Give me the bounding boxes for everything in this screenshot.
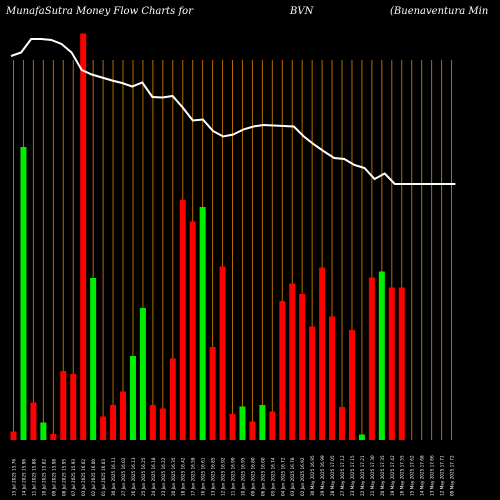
money-flow-bar: [309, 326, 316, 440]
grid-lines: [13, 60, 453, 440]
money-flow-bar: [90, 278, 97, 440]
x-axis-labels: 15 Jul 2025 15.76 14 Jul 2025 15.96 11 Jul…: [12, 455, 455, 496]
money-flow-bar: [149, 405, 156, 440]
money-flow-bar: [229, 414, 236, 440]
money-flow-bar: [139, 308, 146, 440]
x-tick-label: 12 Jun 2025 16.92: [221, 457, 226, 496]
x-tick-label: 14 Jul 2025 15.96: [21, 459, 26, 496]
x-tick-label: 03 Jul 2025 16.02: [81, 459, 86, 496]
x-tick-label: 15 May 2025 17.62: [410, 455, 415, 496]
x-tick-label: 02 Jul 2025 16.00: [91, 459, 96, 496]
money-flow-bar: [289, 283, 296, 440]
money-flow-bar: [40, 422, 47, 440]
money-flow-bar: [219, 266, 226, 440]
x-tick-label: 18 Jun 2025 16.42: [181, 457, 186, 496]
x-tick-label: 06 Jun 2025 16.60: [260, 457, 265, 496]
money-flow-bar: [368, 277, 375, 440]
money-flow-bar: [100, 416, 107, 440]
x-tick-label: 10 Jun 2025 16.95: [240, 457, 245, 496]
money-flow-bar: [110, 405, 117, 440]
x-tick-label: 17 Jun 2025 16.58: [191, 457, 196, 496]
x-tick-label: 11 Jul 2025 15.88: [31, 459, 36, 496]
x-tick-label: 05 Jun 2025 16.74: [270, 457, 275, 496]
x-tick-label: 09 Jun 2025 16.80: [250, 457, 255, 496]
money-flow-bar: [329, 316, 336, 440]
money-flow-bar: [20, 147, 27, 440]
x-tick-label: 24 Jun 2025 16.18: [151, 457, 156, 496]
x-tick-label: 13 Jun 2025 16.85: [211, 457, 216, 496]
money-flow-bar: [179, 200, 186, 440]
x-tick-label: 03 Jun 2025 16.78: [290, 457, 295, 496]
x-tick-label: 04 Jun 2025 16.72: [280, 457, 285, 496]
x-tick-label: 16 May 2025 17.55: [400, 455, 405, 496]
money-flow-bar: [388, 287, 395, 440]
x-tick-label: 13 May 2025 17.66: [430, 455, 435, 496]
x-tick-label: 09 Jul 2025 15.98: [51, 459, 56, 496]
money-flow-bar: [189, 221, 196, 440]
x-tick-label: 20 May 2025 17.35: [380, 455, 385, 496]
money-flow-bar: [398, 287, 405, 440]
money-flow-bar: [10, 431, 17, 440]
money-flow-bar: [30, 402, 37, 440]
x-tick-label: 27 Jun 2025 16.02: [121, 457, 126, 496]
x-tick-label: 25 Jun 2025 16.25: [141, 457, 146, 496]
x-tick-label: 14 May 2025 17.68: [420, 455, 425, 496]
money-flow-bar: [348, 330, 355, 440]
x-tick-label: 29 May 2025 16.99: [320, 455, 325, 496]
money-flow-bar: [120, 391, 127, 440]
money-flow-bar: [358, 434, 365, 440]
x-tick-label: 28 May 2025 17.05: [330, 455, 335, 496]
x-tick-label: 12 May 2025 17.71: [440, 455, 445, 496]
money-flow-bar: [299, 294, 306, 440]
x-tick-label: 20 Jun 2025 16.35: [171, 457, 176, 496]
x-tick-label: 21 May 2025 17.30: [370, 455, 375, 496]
x-tick-label: 22 May 2025 17.21: [360, 455, 365, 496]
money-flow-bar: [50, 434, 57, 440]
money-flow-bar: [319, 267, 326, 440]
money-flow-bar: [239, 406, 246, 440]
x-tick-label: 23 Jun 2025 16.22: [161, 457, 166, 496]
x-tick-label: 11 Jun 2025 16.99: [231, 457, 236, 496]
site-title: MunafaSutra Money Flow Charts for: [6, 6, 193, 17]
money-flow-bar: [60, 371, 67, 440]
money-flow-bar: [129, 356, 136, 440]
money-flow-bars: [10, 33, 405, 440]
price-line-group: [10, 38, 456, 185]
money-flow-bar: [378, 271, 385, 440]
money-flow-bar: [169, 358, 176, 440]
price-line: [10, 38, 456, 185]
x-tick-label: 27 May 2025 17.12: [340, 455, 345, 496]
money-flow-bar: [209, 347, 216, 440]
x-tick-label: 16 Jun 2025 16.61: [201, 457, 206, 496]
money-flow-bar: [279, 301, 286, 440]
x-tick-label: 26 Jun 2025 16.13: [131, 457, 136, 496]
money-flow-bar: [80, 33, 87, 440]
money-flow-bar: [269, 411, 276, 440]
x-tick-label: 10 Jul 2025 15.82: [41, 459, 46, 496]
x-tick-label: 09 May 2025 17.72: [450, 455, 455, 496]
money-flow-bar: [339, 407, 346, 440]
x-tick-label: 07 Jul 2025 15.93: [71, 459, 76, 496]
x-tick-label: 23 May 2025 17.15: [350, 455, 355, 496]
x-tick-label: 01 Jul 2025 16.03: [101, 459, 106, 496]
x-tick-label: 08 Jul 2025 15.95: [61, 459, 66, 496]
x-tick-label: 15 Jul 2025 15.76: [12, 459, 17, 496]
company-title: (Buenaventura Min: [390, 6, 489, 17]
money-flow-bar: [70, 374, 77, 440]
money-flow-bar: [249, 421, 256, 440]
x-tick-label: 02 Jun 2025 16.92: [300, 457, 305, 496]
money-flow-bar: [159, 408, 166, 440]
x-tick-label: 19 May 2025 17.42: [390, 455, 395, 496]
money-flow-bar: [199, 207, 206, 440]
x-tick-label: 30 Jun 2025 16.11: [111, 457, 116, 496]
symbol-title: BVN: [290, 6, 314, 17]
money-flow-bar: [259, 405, 266, 440]
x-tick-label: 30 May 2025 16.95: [310, 455, 315, 496]
